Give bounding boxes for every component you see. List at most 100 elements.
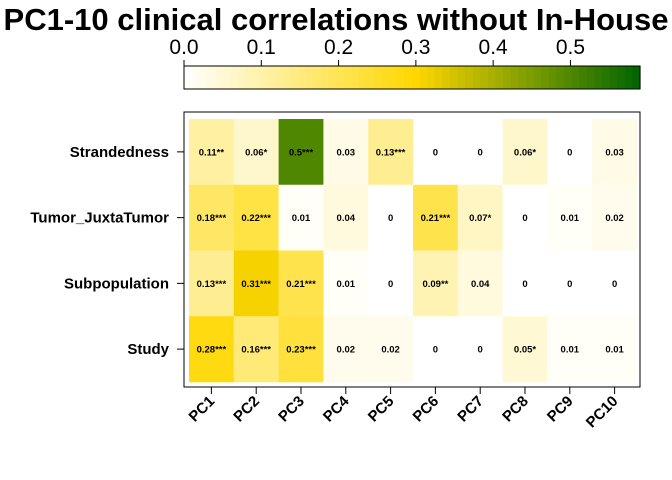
colorbar-segment [510, 66, 519, 89]
heatmap-cell [233, 184, 279, 251]
colorbar-segment [320, 66, 329, 89]
colorbar-segment [374, 66, 383, 89]
cell-value-label: 0 [567, 147, 572, 158]
heatmap-cell [233, 316, 279, 383]
colorbar-segment [366, 66, 375, 89]
heatmap-cell [547, 316, 593, 383]
cell-value-label: 0.23*** [286, 345, 316, 356]
cell-value-label: 0.21*** [421, 213, 451, 224]
heatmap-cell [368, 250, 414, 317]
colorbar-segment [214, 66, 223, 89]
cell-value-label: 0.06* [514, 147, 536, 158]
heatmap-cell [189, 184, 235, 251]
cell-value-label: 0.31*** [241, 279, 271, 290]
colorbar-segment [632, 66, 641, 89]
heatmap-cell [323, 316, 369, 383]
heatmap-cell [502, 250, 548, 317]
heatmap-cell [592, 250, 638, 317]
colorbar-segment [624, 66, 633, 89]
colorbar-tick-label: 0.5 [556, 36, 585, 59]
column-label: PC9 [544, 393, 577, 426]
cell-value-label: 0 [522, 279, 527, 290]
colorbar-segment [305, 66, 314, 89]
colorbar-segment [450, 66, 459, 89]
cell-value-label: 0.07* [469, 213, 491, 224]
colorbar-segment [358, 66, 367, 89]
colorbar-segment [222, 66, 231, 89]
cell-value-label: 0.04 [337, 213, 356, 224]
colorbar-segment [457, 66, 466, 89]
row-label: Study [127, 341, 169, 358]
colorbar-segment [282, 66, 291, 89]
heatmap-cell [502, 184, 548, 251]
colorbar-segment [313, 66, 322, 89]
colorbar-segment [389, 66, 398, 89]
heatmap-cell [323, 119, 369, 186]
cell-value-label: 0 [567, 279, 572, 290]
colorbar-segment [442, 66, 451, 89]
heatmap-cell [189, 119, 235, 186]
colorbar-tick-label: 0.2 [324, 36, 353, 59]
colorbar-tick-label: 0.0 [169, 36, 198, 59]
colorbar-segment [260, 66, 269, 89]
column-label: PC3 [275, 393, 308, 426]
heatmap-cell [233, 119, 279, 186]
column-label: PC1 [186, 393, 219, 426]
heatmap-cell [592, 316, 638, 383]
cell-value-label: 0.05* [514, 345, 536, 356]
colorbar-segment [586, 66, 595, 89]
heatmap-cell [189, 250, 235, 317]
colorbar-segment [541, 66, 550, 89]
row-label: Tumor_JuxtaTumor [30, 210, 169, 227]
heatmap-cell [323, 184, 369, 251]
cell-value-label: 0.09** [422, 279, 448, 290]
heatmap-cell [457, 250, 503, 317]
colorbar-segment [427, 66, 436, 89]
colorbar-segment [518, 66, 527, 89]
colorbar-segment [275, 66, 284, 89]
cell-value-label: 0.11** [199, 147, 225, 158]
cell-value-label: 0.03 [605, 147, 624, 158]
plot-frame [183, 111, 641, 388]
colorbar-segment [465, 66, 474, 89]
heatmap-cell [368, 316, 414, 383]
colorbar-segment [533, 66, 542, 89]
cell-value-label: 0.21*** [286, 279, 316, 290]
heatmap-cell [457, 184, 503, 251]
colorbar-segment [290, 66, 299, 89]
cell-value-label: 0.03 [337, 147, 356, 158]
cell-value-label: 0.01 [337, 279, 356, 290]
heatmap-cell [278, 184, 324, 251]
heatmap-cell [457, 316, 503, 383]
heatmap-cell [413, 316, 459, 383]
cell-value-label: 0.01 [292, 213, 311, 224]
colorbar-segment [412, 66, 421, 89]
colorbar-segment [396, 66, 405, 89]
colorbar-segment [381, 66, 390, 89]
column-label: PC4 [320, 392, 353, 425]
column-label: PC5 [365, 393, 398, 426]
colorbar-segment [480, 66, 489, 89]
heatmap-cell [592, 119, 638, 186]
colorbar-segment [609, 66, 618, 89]
column-label: PC6 [410, 393, 443, 426]
heatmap-cell [233, 250, 279, 317]
heatmap-cell [502, 119, 548, 186]
cell-value-label: 0.13*** [197, 279, 227, 290]
colorbar-tick-label: 0.3 [401, 36, 430, 59]
colorbar-segment [419, 66, 428, 89]
heatmap-cell [547, 250, 593, 317]
column-label: PC10 [583, 393, 622, 432]
heatmap-cell [502, 316, 548, 383]
colorbar-segment [556, 66, 565, 89]
cell-value-label: 0.02 [381, 345, 400, 356]
colorbar-segment [495, 66, 504, 89]
colorbar-segment [184, 66, 193, 89]
heatmap-cell [547, 119, 593, 186]
cell-value-label: 0.28*** [197, 345, 227, 356]
cell-value-label: 0.01 [561, 213, 580, 224]
heatmap-cell [278, 119, 324, 186]
colorbar-segment [191, 66, 200, 89]
colorbar-segment [526, 66, 535, 89]
